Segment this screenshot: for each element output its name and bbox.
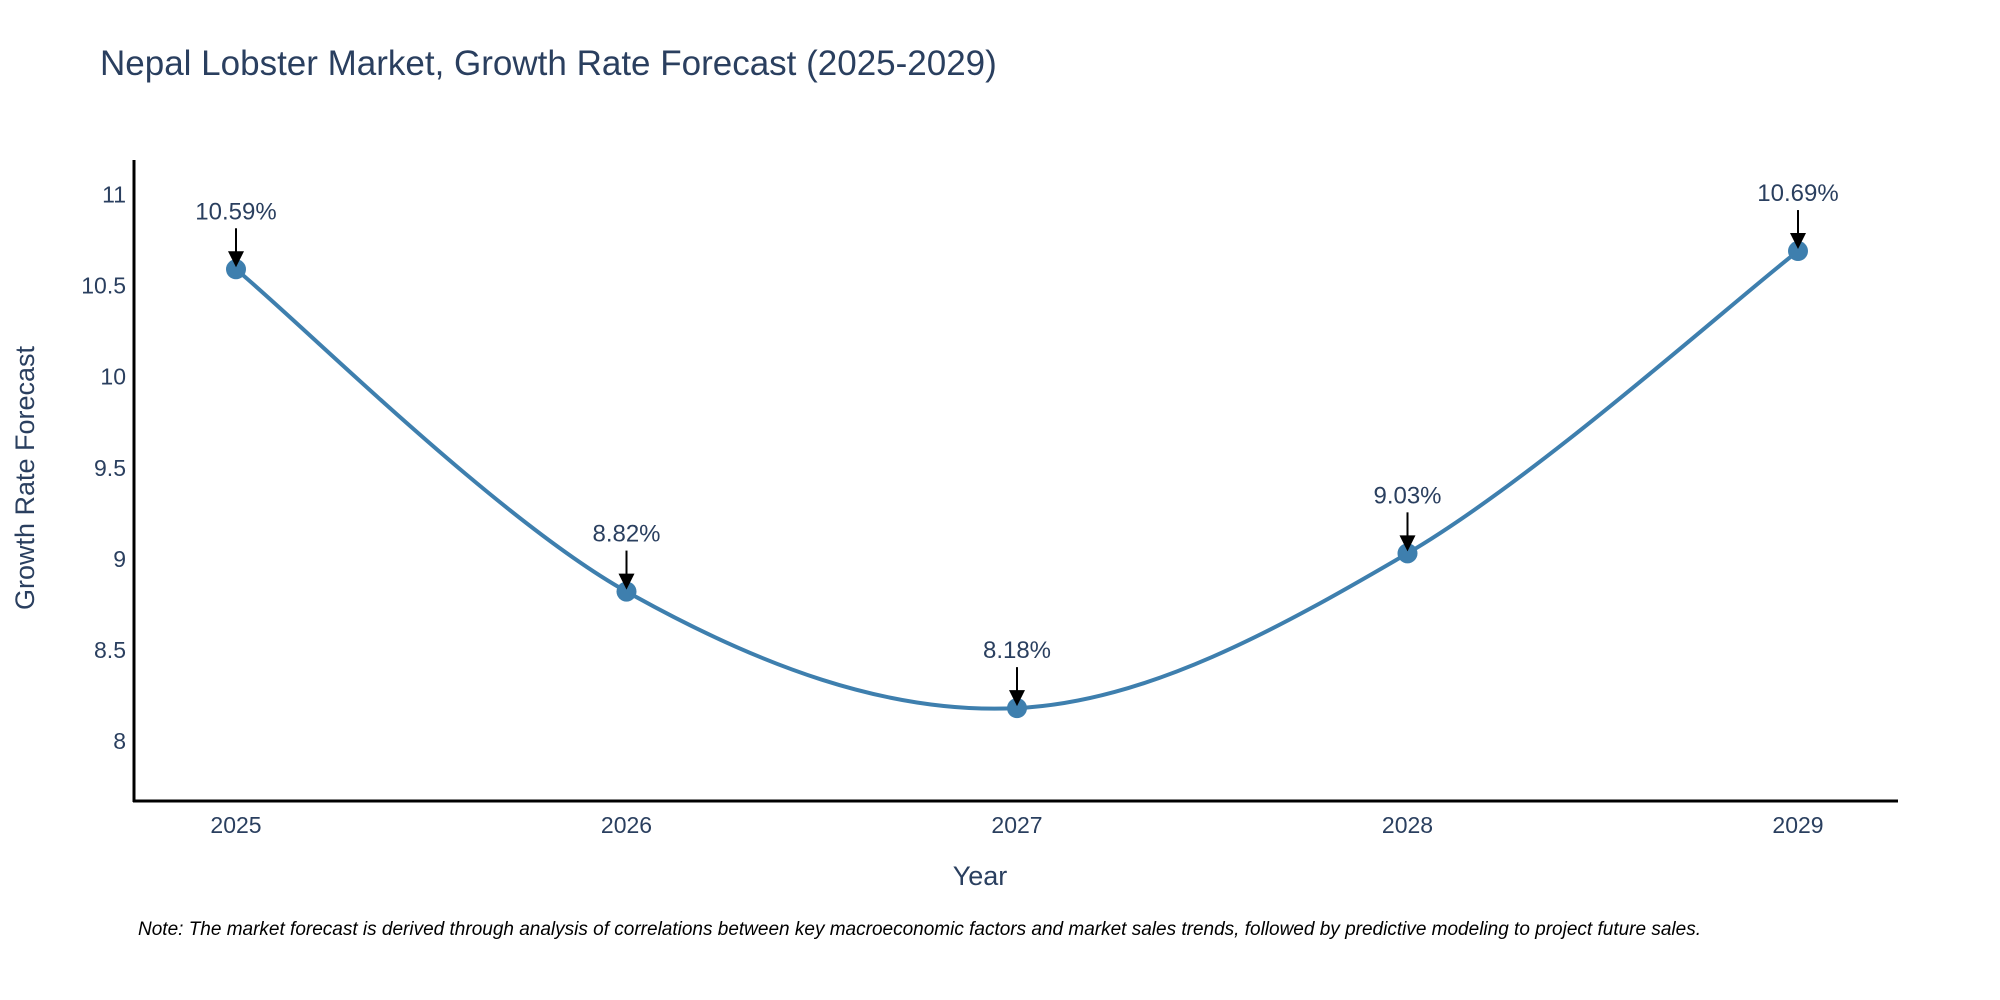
y-tick-label: 10.5 <box>81 273 126 299</box>
annotation-arrow-head <box>1399 535 1416 552</box>
data-label: 8.82% <box>592 521 660 548</box>
x-tick-label: 2027 <box>991 812 1042 838</box>
data-point[interactable] <box>616 581 637 602</box>
x-tick-label: 2025 <box>210 812 261 838</box>
x-axis-title: Year <box>953 861 1008 891</box>
annotation-arrow-head <box>618 573 635 590</box>
data-point[interactable] <box>226 259 246 280</box>
y-axis-title: Growth Rate Forecast <box>10 345 40 610</box>
y-tick-label: 10 <box>100 364 126 390</box>
data-point[interactable] <box>1397 543 1418 564</box>
data-label: 10.59% <box>195 198 276 225</box>
x-tick-label: 2029 <box>1772 812 1823 838</box>
footnote: Note: The market forecast is derived thr… <box>138 919 1701 940</box>
data-label: 9.03% <box>1373 482 1441 509</box>
annotation-arrow-head <box>228 251 244 268</box>
x-tick-label: 2026 <box>601 812 652 838</box>
annotation-arrow-head <box>1009 690 1025 707</box>
y-tick-label: 8.5 <box>94 637 126 663</box>
data-label: 10.69% <box>1757 180 1838 207</box>
y-tick-label: 9 <box>113 546 126 572</box>
y-tick-label: 9.5 <box>94 455 126 481</box>
data-point[interactable] <box>1788 241 1808 262</box>
chart-title: Nepal Lobster Market, Growth Rate Foreca… <box>100 44 997 83</box>
data-label: 8.18% <box>983 637 1051 664</box>
data-point[interactable] <box>1007 698 1027 719</box>
annotation-arrow-head <box>1790 233 1806 250</box>
y-tick-label: 11 <box>102 182 126 208</box>
x-tick-label: 2028 <box>1382 812 1433 838</box>
y-tick-label: 8 <box>113 728 126 754</box>
